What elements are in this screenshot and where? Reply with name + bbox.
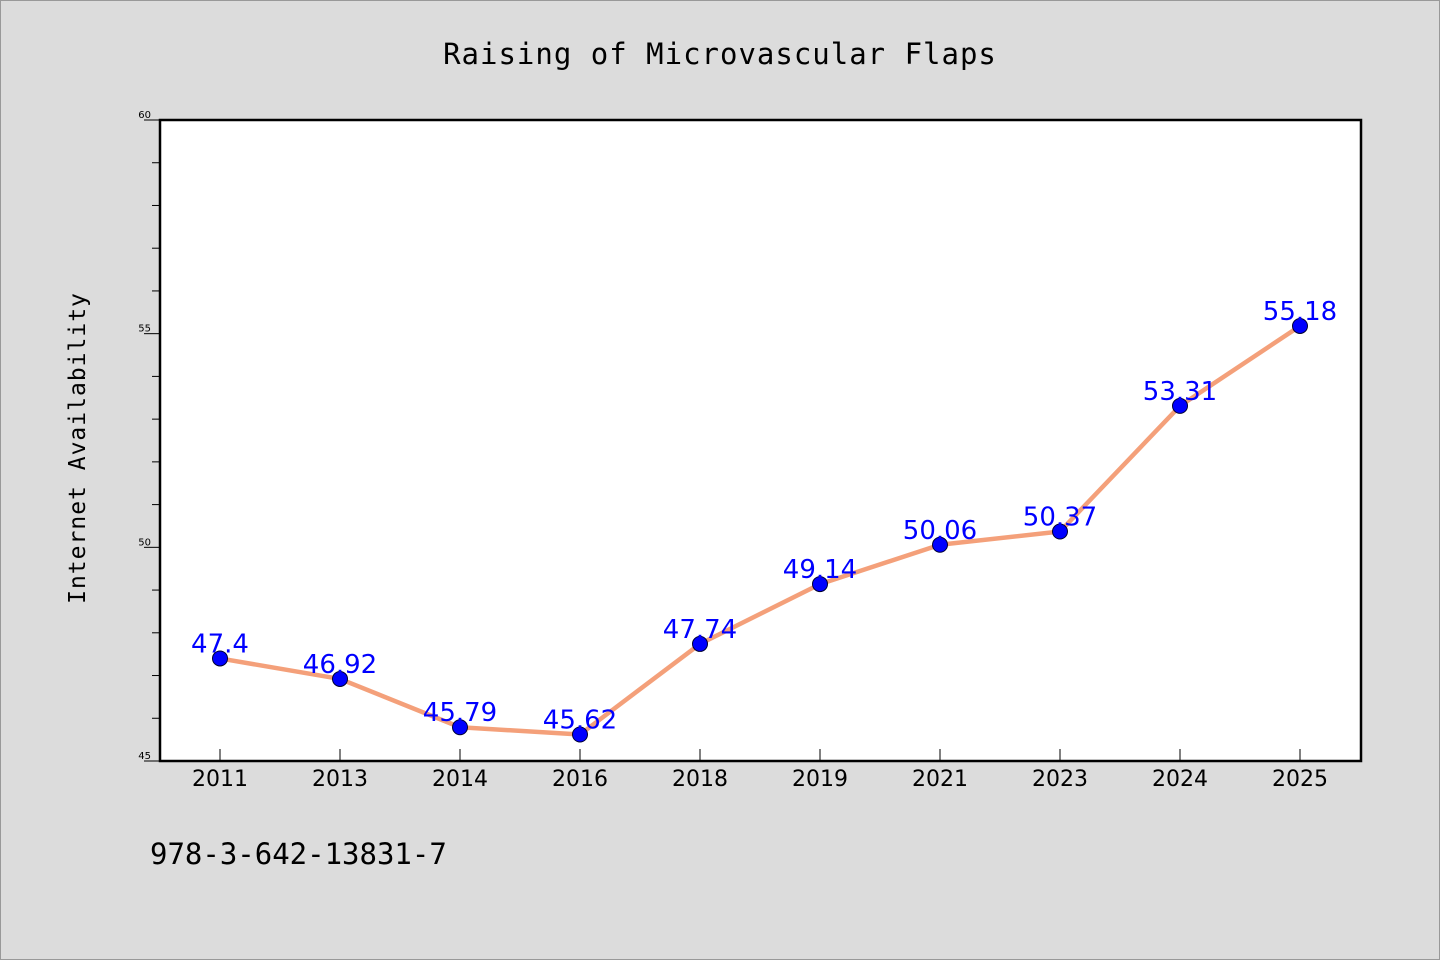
data-label: 47.4 [191, 629, 249, 659]
data-point [212, 650, 228, 667]
data-point [692, 635, 708, 652]
data-point [1292, 317, 1308, 334]
y-axis: 45 50 55 60 [138, 110, 160, 762]
x-tick-label: 2021 [912, 767, 968, 792]
data-point [1172, 397, 1188, 414]
x-tick-label: 2014 [432, 767, 488, 792]
series-line-group [212, 317, 1308, 743]
y-axis-label: Internet Availability [65, 292, 91, 604]
data-label: 55.18 [1263, 297, 1337, 327]
data-label: 45.79 [423, 698, 497, 728]
data-point [332, 670, 348, 687]
chart-title: Raising of Microvascular Flaps [443, 37, 997, 71]
x-tick-label: 2018 [672, 767, 728, 792]
data-labels: 47.4 46.92 45.79 45.62 47.74 49.14 50.06 50.37 5… [191, 297, 1337, 736]
x-tick-label: 2011 [192, 767, 248, 792]
x-axis: 2011 2013 2014 2016 2018 2019 2021 2023 2024 2025 [192, 749, 1328, 792]
y-tick-label: 55 [138, 324, 151, 335]
data-point [1052, 523, 1068, 540]
data-label: 49.14 [783, 555, 857, 585]
data-point [932, 536, 948, 553]
data-label: 53.31 [1143, 377, 1217, 407]
y-tick-label: 50 [138, 537, 151, 548]
data-point [452, 719, 468, 736]
data-label: 45.62 [543, 706, 617, 736]
x-tick-label: 2013 [312, 767, 368, 792]
x-tick-label: 2023 [1032, 767, 1088, 792]
data-point [572, 726, 588, 743]
y-tick-label: 45 [138, 751, 151, 762]
x-tick-label: 2019 [792, 767, 848, 792]
x-tick-label: 2024 [1152, 767, 1208, 792]
series-line [217, 323, 1303, 737]
y-tick-label: 60 [138, 110, 151, 121]
plot-area [158, 118, 1363, 763]
x-tick-label: 2016 [552, 767, 608, 792]
x-tick-label: 2025 [1272, 767, 1328, 792]
data-label: 46.92 [303, 650, 377, 680]
footnote: 978-3-642-13831-7 [150, 837, 447, 871]
data-label: 47.74 [663, 615, 737, 645]
data-point [812, 576, 828, 593]
data-label: 50.37 [1023, 503, 1097, 533]
data-label: 50.06 [903, 516, 977, 546]
